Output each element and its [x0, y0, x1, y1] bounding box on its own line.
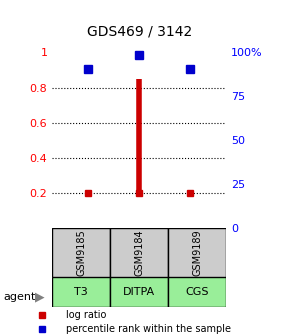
- Bar: [168, 277, 226, 307]
- Text: GSM9184: GSM9184: [134, 229, 144, 276]
- Text: log ratio: log ratio: [66, 309, 106, 320]
- Title: GDS469 / 3142: GDS469 / 3142: [87, 24, 192, 38]
- Bar: [52, 228, 110, 277]
- Text: DITPA: DITPA: [123, 287, 155, 297]
- Text: ▶: ▶: [35, 291, 44, 304]
- Text: GSM9189: GSM9189: [192, 229, 202, 276]
- Bar: [168, 228, 226, 277]
- Text: T3: T3: [74, 287, 88, 297]
- Text: percentile rank within the sample: percentile rank within the sample: [66, 324, 231, 334]
- Text: CGS: CGS: [185, 287, 209, 297]
- Bar: [52, 277, 110, 307]
- Bar: [110, 228, 168, 277]
- Bar: [110, 277, 168, 307]
- Text: agent: agent: [3, 292, 35, 302]
- Text: GSM9185: GSM9185: [76, 229, 86, 276]
